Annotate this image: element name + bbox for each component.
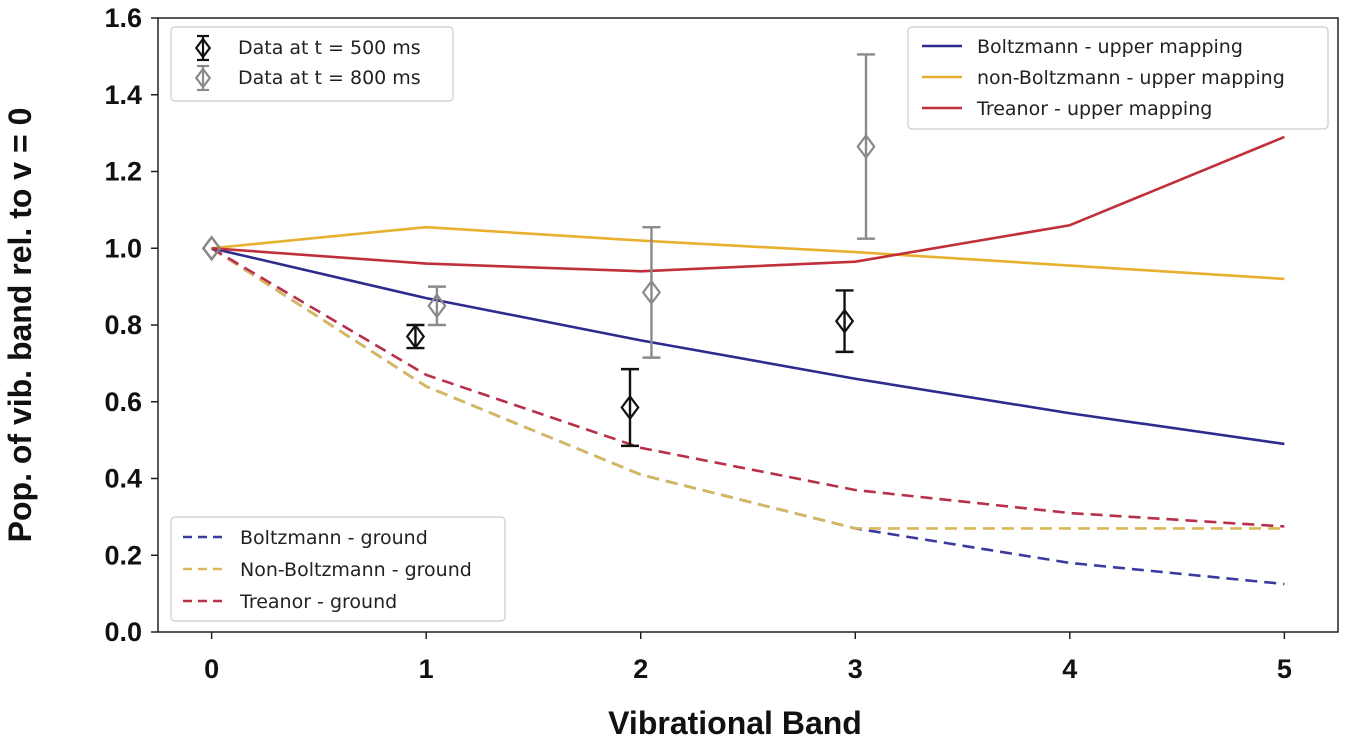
lines-layer	[210, 135, 1285, 586]
legend-ground	[170, 516, 506, 622]
x-tick-label-3: 3	[848, 654, 863, 684]
data-point-0-3	[834, 308, 855, 334]
y-tick-label-4: 0.8	[104, 310, 142, 340]
legend-upper	[907, 26, 1329, 130]
legend-label-boltzmann-ground: Boltzmann - ground	[240, 527, 428, 549]
y-tick-label-1: 0.2	[104, 540, 142, 570]
legend-label-non-boltzmann-ground: Non-Boltzmann - ground	[240, 559, 472, 581]
y-tick-label-5: 1.0	[104, 233, 142, 263]
series-line-non-boltzmann-upper-mapping	[211, 225, 1285, 281]
data-point-1-0	[202, 235, 222, 262]
ticks-layer: 0 1 2 3 4 5 0.0 0.2 0.4 0.6 0.8 1.0 1.2 1.4 1.6	[104, 3, 1291, 684]
x-axis-title: Vibrational Band	[608, 705, 862, 741]
data-point-1-2	[641, 279, 662, 306]
legend-label-boltzmann-upper-mapping: Boltzmann - upper mapping	[977, 36, 1243, 58]
y-tick-label-3: 0.6	[104, 387, 142, 417]
data-point-1-3	[856, 133, 876, 160]
data-point-1-1	[427, 292, 447, 319]
legend-marker-1	[194, 67, 212, 89]
x-tick-label-2: 2	[633, 654, 648, 684]
x-tick-label-1: 1	[419, 654, 434, 684]
legend-label-data-at-t-500-ms: Data at t = 500 ms	[238, 37, 421, 59]
series-line-boltzmann-upper-mapping	[211, 246, 1285, 446]
y-axis-title: Pop. of vib. band rel. to v = 0	[2, 108, 38, 543]
x-tick-label-4: 4	[1062, 654, 1077, 684]
legend-data	[170, 26, 454, 102]
legend-marker-0	[194, 37, 212, 59]
x-tick-label-0: 0	[204, 654, 219, 684]
legend-label-treanor-ground: Treanor - ground	[239, 591, 397, 613]
data-point-0-1	[405, 323, 426, 350]
y-tick-label-7: 1.4	[104, 80, 142, 110]
x-tick-label-5: 5	[1277, 654, 1292, 684]
errorbars-layer	[202, 53, 876, 448]
y-tick-label-6: 1.2	[104, 157, 142, 187]
legend-layer: Data at t = 500 ms Data at t = 800 ms Bolt…	[170, 26, 1329, 622]
legend-label-data-at-t-800-ms: Data at t = 800 ms	[238, 67, 421, 89]
series-line-treanor-upper-mapping	[211, 135, 1285, 273]
legend-label-non-boltzmann-upper-mapping: non-Boltzmann - upper mapping	[977, 67, 1285, 89]
data-point-0-2	[620, 394, 640, 421]
y-tick-label-0: 0.0	[104, 617, 142, 647]
y-tick-label-8: 1.6	[104, 3, 142, 33]
series-line-non-boltzmann-ground	[210, 247, 1285, 530]
legend-label-treanor-upper-mapping: Treanor - upper mapping	[976, 98, 1212, 120]
y-tick-label-2: 0.4	[104, 464, 142, 494]
